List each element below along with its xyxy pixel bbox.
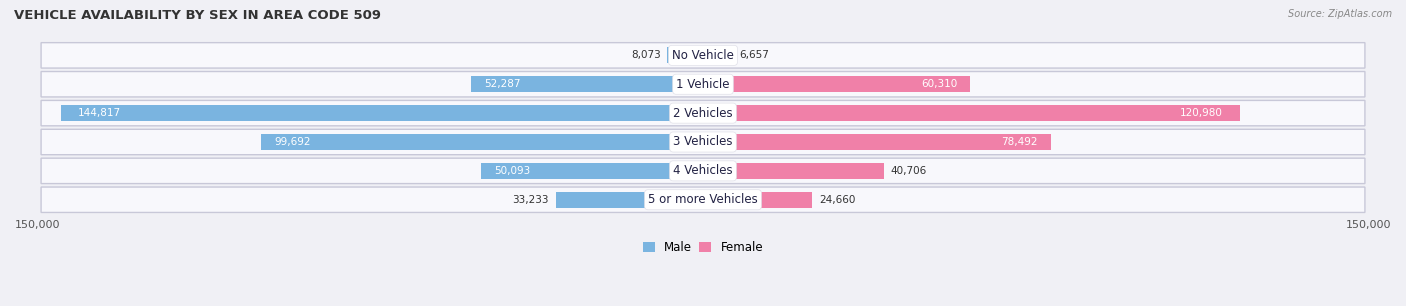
Bar xyxy=(703,105,1240,121)
Text: 6,657: 6,657 xyxy=(740,50,769,60)
Text: VEHICLE AVAILABILITY BY SEX IN AREA CODE 509: VEHICLE AVAILABILITY BY SEX IN AREA CODE… xyxy=(14,9,381,22)
Text: 52,287: 52,287 xyxy=(485,79,520,89)
Text: 3 Vehicles: 3 Vehicles xyxy=(673,136,733,148)
Text: 40,706: 40,706 xyxy=(890,166,927,176)
FancyBboxPatch shape xyxy=(41,43,1365,68)
Text: 144,817: 144,817 xyxy=(77,108,121,118)
Bar xyxy=(703,134,1052,150)
Bar xyxy=(481,163,703,179)
FancyBboxPatch shape xyxy=(41,129,1365,155)
Legend: Male, Female: Male, Female xyxy=(638,237,768,259)
Text: 60,310: 60,310 xyxy=(921,79,957,89)
Text: 33,233: 33,233 xyxy=(512,195,548,205)
Text: 5 or more Vehicles: 5 or more Vehicles xyxy=(648,193,758,206)
FancyBboxPatch shape xyxy=(41,158,1365,184)
FancyBboxPatch shape xyxy=(41,100,1365,126)
Text: 50,093: 50,093 xyxy=(494,166,530,176)
Text: 4 Vehicles: 4 Vehicles xyxy=(673,164,733,177)
FancyBboxPatch shape xyxy=(41,187,1365,212)
Bar xyxy=(60,105,703,121)
Bar xyxy=(668,47,703,63)
Bar xyxy=(703,76,970,92)
Text: 120,980: 120,980 xyxy=(1180,108,1223,118)
Text: 99,692: 99,692 xyxy=(274,137,311,147)
Bar xyxy=(703,192,813,208)
Bar xyxy=(262,134,703,150)
Text: 1 Vehicle: 1 Vehicle xyxy=(676,78,730,91)
Bar xyxy=(471,76,703,92)
Text: 78,492: 78,492 xyxy=(1001,137,1038,147)
Text: 24,660: 24,660 xyxy=(820,195,855,205)
Bar xyxy=(703,163,883,179)
Text: 2 Vehicles: 2 Vehicles xyxy=(673,106,733,120)
Bar xyxy=(703,47,733,63)
Text: No Vehicle: No Vehicle xyxy=(672,49,734,62)
Text: Source: ZipAtlas.com: Source: ZipAtlas.com xyxy=(1288,9,1392,19)
Bar xyxy=(555,192,703,208)
Text: 8,073: 8,073 xyxy=(631,50,661,60)
FancyBboxPatch shape xyxy=(41,72,1365,97)
